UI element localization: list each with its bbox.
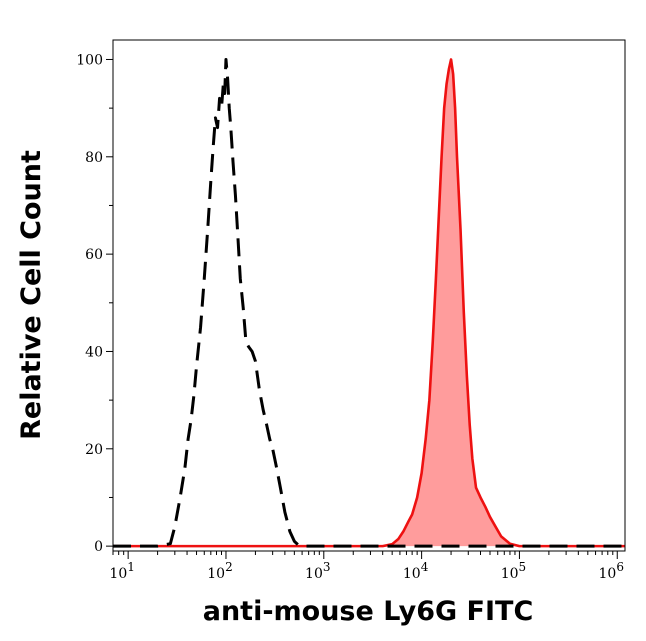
x-tick-label-0: 101 <box>109 560 134 582</box>
x-tick-label-2: 103 <box>305 560 330 582</box>
x-tick-label-4: 105 <box>501 560 526 582</box>
x-axis-title: anti-mouse Ly6G FITC <box>203 596 534 627</box>
series-layer <box>113 57 625 548</box>
series-1-area <box>113 59 625 547</box>
y-tick-label-1: 20 <box>85 442 103 458</box>
x-tick-label-1: 102 <box>207 560 232 582</box>
ticks-layer: 0 20 40 60 80 100 101 102 103 104 105 106 <box>76 52 624 582</box>
y-tick-label-5: 100 <box>76 52 103 68</box>
y-tick-label-4: 80 <box>85 150 103 166</box>
series-0-line <box>113 57 625 548</box>
y-tick-label-3: 60 <box>85 247 103 263</box>
series-1-line <box>113 58 625 548</box>
plot-frame <box>112 39 626 552</box>
x-tick-label-3: 104 <box>403 560 429 582</box>
x-tick-label-5: 106 <box>599 560 624 582</box>
y-axis-title: Relative Cell Count <box>16 150 47 440</box>
y-tick-label-0: 0 <box>94 539 103 555</box>
y-tick-label-2: 40 <box>85 344 103 360</box>
